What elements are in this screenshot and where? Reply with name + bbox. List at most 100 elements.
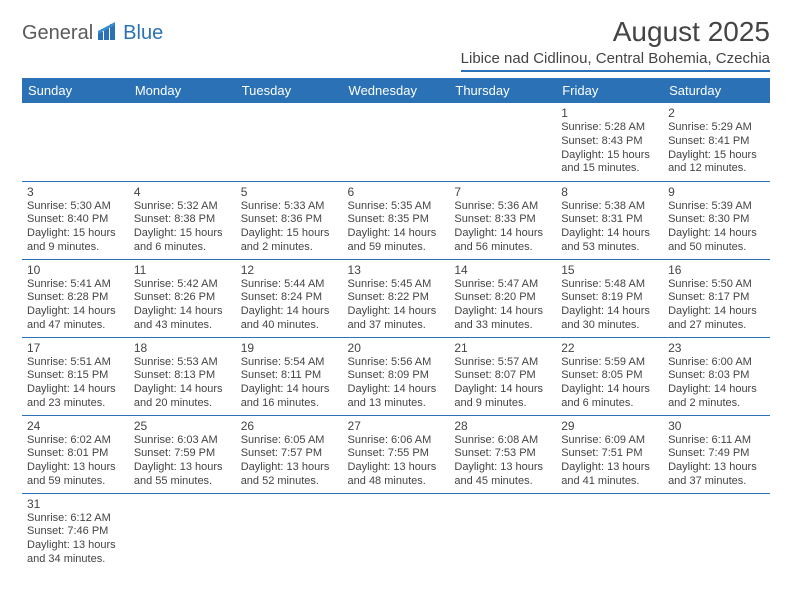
sunrise-line: Sunrise: 5:47 AM <box>454 278 551 292</box>
calendar-day: 27Sunrise: 6:06 AMSunset: 7:55 PMDayligh… <box>343 415 450 493</box>
day-number: 19 <box>241 341 338 355</box>
daylight-line: Daylight: 15 hours and 15 minutes. <box>561 149 658 177</box>
sunrise-line: Sunrise: 5:28 AM <box>561 121 658 135</box>
sunset-line: Sunset: 8:03 PM <box>668 369 765 383</box>
day-number: 26 <box>241 419 338 433</box>
sunrise-line: Sunrise: 6:06 AM <box>348 434 445 448</box>
daylight-line: Daylight: 14 hours and 56 minutes. <box>454 227 551 255</box>
sunrise-line: Sunrise: 6:00 AM <box>668 356 765 370</box>
calendar-day: 26Sunrise: 6:05 AMSunset: 7:57 PMDayligh… <box>236 415 343 493</box>
sunrise-line: Sunrise: 5:59 AM <box>561 356 658 370</box>
day-header: Wednesday <box>343 78 450 103</box>
calendar-empty <box>449 493 556 571</box>
day-number: 24 <box>27 419 124 433</box>
daylight-line: Daylight: 14 hours and 59 minutes. <box>348 227 445 255</box>
sunrise-line: Sunrise: 5:39 AM <box>668 200 765 214</box>
day-number: 15 <box>561 263 658 277</box>
day-number: 8 <box>561 185 658 199</box>
daylight-line: Daylight: 14 hours and 47 minutes. <box>27 305 124 333</box>
daylight-line: Daylight: 14 hours and 43 minutes. <box>134 305 231 333</box>
daylight-line: Daylight: 13 hours and 52 minutes. <box>241 461 338 489</box>
sunset-line: Sunset: 7:46 PM <box>27 525 124 539</box>
daylight-line: Daylight: 14 hours and 2 minutes. <box>668 383 765 411</box>
calendar-day: 17Sunrise: 5:51 AMSunset: 8:15 PMDayligh… <box>22 337 129 415</box>
day-header: Sunday <box>22 78 129 103</box>
calendar-day: 28Sunrise: 6:08 AMSunset: 7:53 PMDayligh… <box>449 415 556 493</box>
location-subtitle: Libice nad Cidlinou, Central Bohemia, Cz… <box>461 50 770 72</box>
daylight-line: Daylight: 14 hours and 16 minutes. <box>241 383 338 411</box>
sunset-line: Sunset: 8:40 PM <box>27 213 124 227</box>
day-header: Thursday <box>449 78 556 103</box>
daylight-line: Daylight: 13 hours and 55 minutes. <box>134 461 231 489</box>
sunset-line: Sunset: 7:59 PM <box>134 447 231 461</box>
day-number: 30 <box>668 419 765 433</box>
calendar-empty <box>343 103 450 181</box>
sunset-line: Sunset: 7:57 PM <box>241 447 338 461</box>
sunset-line: Sunset: 8:35 PM <box>348 213 445 227</box>
calendar-empty <box>129 493 236 571</box>
calendar-day: 9Sunrise: 5:39 AMSunset: 8:30 PMDaylight… <box>663 181 770 259</box>
logo-text-blue: Blue <box>123 22 163 45</box>
calendar-empty <box>663 493 770 571</box>
calendar-empty <box>236 103 343 181</box>
daylight-line: Daylight: 14 hours and 30 minutes. <box>561 305 658 333</box>
sunrise-line: Sunrise: 6:08 AM <box>454 434 551 448</box>
day-number: 1 <box>561 106 658 120</box>
day-header: Saturday <box>663 78 770 103</box>
calendar-day: 25Sunrise: 6:03 AMSunset: 7:59 PMDayligh… <box>129 415 236 493</box>
sunrise-line: Sunrise: 5:41 AM <box>27 278 124 292</box>
sunrise-line: Sunrise: 6:12 AM <box>27 512 124 526</box>
sunrise-line: Sunrise: 5:38 AM <box>561 200 658 214</box>
daylight-line: Daylight: 15 hours and 6 minutes. <box>134 227 231 255</box>
day-header: Monday <box>129 78 236 103</box>
calendar-day: 12Sunrise: 5:44 AMSunset: 8:24 PMDayligh… <box>236 259 343 337</box>
daylight-line: Daylight: 13 hours and 45 minutes. <box>454 461 551 489</box>
day-number: 2 <box>668 106 765 120</box>
calendar-day: 10Sunrise: 5:41 AMSunset: 8:28 PMDayligh… <box>22 259 129 337</box>
calendar-empty <box>449 103 556 181</box>
calendar-empty <box>22 103 129 181</box>
calendar-day: 31Sunrise: 6:12 AMSunset: 7:46 PMDayligh… <box>22 493 129 571</box>
day-number: 23 <box>668 341 765 355</box>
calendar-empty <box>343 493 450 571</box>
calendar-empty <box>556 493 663 571</box>
calendar-day: 14Sunrise: 5:47 AMSunset: 8:20 PMDayligh… <box>449 259 556 337</box>
calendar-empty <box>236 493 343 571</box>
sunset-line: Sunset: 8:05 PM <box>561 369 658 383</box>
day-number: 6 <box>348 185 445 199</box>
calendar-day: 22Sunrise: 5:59 AMSunset: 8:05 PMDayligh… <box>556 337 663 415</box>
day-number: 5 <box>241 185 338 199</box>
sunrise-line: Sunrise: 5:57 AM <box>454 356 551 370</box>
day-number: 22 <box>561 341 658 355</box>
sunrise-line: Sunrise: 6:05 AM <box>241 434 338 448</box>
day-number: 9 <box>668 185 765 199</box>
daylight-line: Daylight: 13 hours and 41 minutes. <box>561 461 658 489</box>
sunset-line: Sunset: 8:43 PM <box>561 135 658 149</box>
daylight-line: Daylight: 13 hours and 48 minutes. <box>348 461 445 489</box>
sunrise-line: Sunrise: 5:29 AM <box>668 121 765 135</box>
sunrise-line: Sunrise: 5:53 AM <box>134 356 231 370</box>
sunrise-line: Sunrise: 5:42 AM <box>134 278 231 292</box>
day-number: 13 <box>348 263 445 277</box>
day-number: 10 <box>27 263 124 277</box>
sunset-line: Sunset: 8:33 PM <box>454 213 551 227</box>
sunset-line: Sunset: 7:49 PM <box>668 447 765 461</box>
day-number: 17 <box>27 341 124 355</box>
day-number: 31 <box>27 497 124 511</box>
calendar-day: 15Sunrise: 5:48 AMSunset: 8:19 PMDayligh… <box>556 259 663 337</box>
daylight-line: Daylight: 14 hours and 37 minutes. <box>348 305 445 333</box>
calendar-empty <box>129 103 236 181</box>
daylight-line: Daylight: 15 hours and 12 minutes. <box>668 149 765 177</box>
sunset-line: Sunset: 8:11 PM <box>241 369 338 383</box>
calendar-day: 23Sunrise: 6:00 AMSunset: 8:03 PMDayligh… <box>663 337 770 415</box>
sunset-line: Sunset: 8:24 PM <box>241 291 338 305</box>
sunset-line: Sunset: 7:53 PM <box>454 447 551 461</box>
daylight-line: Daylight: 14 hours and 33 minutes. <box>454 305 551 333</box>
daylight-line: Daylight: 14 hours and 40 minutes. <box>241 305 338 333</box>
day-number: 28 <box>454 419 551 433</box>
sunrise-line: Sunrise: 5:45 AM <box>348 278 445 292</box>
sunset-line: Sunset: 7:55 PM <box>348 447 445 461</box>
day-number: 29 <box>561 419 658 433</box>
sunset-line: Sunset: 8:26 PM <box>134 291 231 305</box>
sunrise-line: Sunrise: 5:44 AM <box>241 278 338 292</box>
